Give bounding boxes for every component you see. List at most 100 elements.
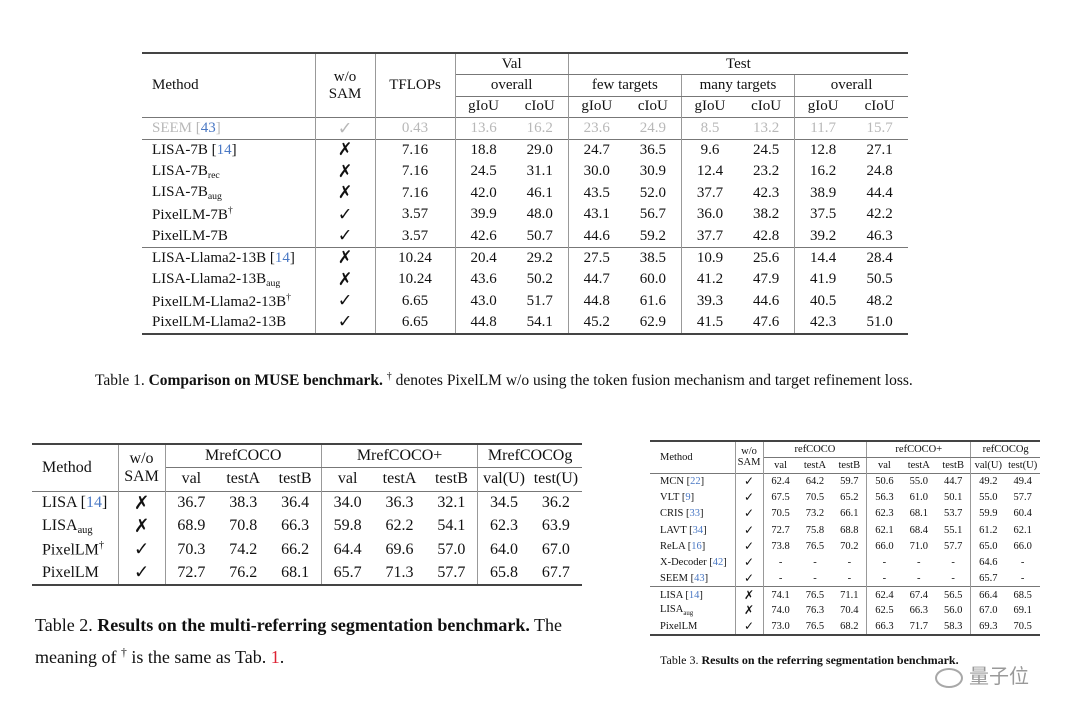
value-cell: - bbox=[832, 570, 868, 587]
citation-link[interactable]: 14 bbox=[685, 590, 703, 601]
header-method: Method bbox=[142, 52, 316, 118]
value-cell: 76.3 bbox=[805, 605, 825, 617]
value-cell: 68.4 bbox=[909, 524, 928, 536]
tflops-cell: 3.57 bbox=[375, 225, 456, 248]
value-cell: 70.3 bbox=[177, 540, 206, 558]
value-cell: 64.6 bbox=[979, 556, 998, 568]
value-cell: 73.0 bbox=[763, 619, 798, 637]
citation-link[interactable]: 16 bbox=[688, 541, 706, 552]
value-cell: 68.1 bbox=[269, 561, 322, 586]
method-name: LISA-7B bbox=[152, 162, 208, 179]
citation-link[interactable]: 9 bbox=[682, 492, 694, 503]
check-icon: ✓ bbox=[315, 117, 376, 140]
method-subscript: aug bbox=[266, 277, 281, 289]
value-cell: - bbox=[778, 556, 783, 568]
value-cell: 42.2 bbox=[866, 206, 893, 223]
value-cell: 24.7 bbox=[568, 138, 625, 161]
caption-label: Table 2. bbox=[35, 615, 93, 635]
value-cell: 49.2 bbox=[970, 472, 1006, 490]
value-cell: 62.4 bbox=[866, 586, 902, 603]
value-cell: 43.6 bbox=[470, 271, 497, 288]
header-wo-sam: w/o SAM bbox=[315, 52, 376, 118]
check-icon: ✓ bbox=[118, 561, 166, 586]
value-cell: 74.0 bbox=[771, 605, 790, 617]
cross-icon: ✗ bbox=[315, 160, 376, 183]
value-cell: 36.5 bbox=[624, 138, 682, 161]
value-cell: 30.9 bbox=[624, 160, 682, 183]
value-cell: 67.0 bbox=[541, 540, 570, 558]
value-cell: 47.6 bbox=[738, 312, 796, 335]
cross-icon: ✗ bbox=[315, 182, 376, 205]
header-many-targets: many targets bbox=[681, 74, 796, 97]
value-cell: - bbox=[778, 572, 783, 584]
value-cell: 50.6 bbox=[866, 472, 902, 490]
check-icon: ✓ bbox=[315, 312, 376, 335]
tflops-cell: 7.16 bbox=[375, 182, 456, 205]
citation-link[interactable]: 14 bbox=[212, 142, 237, 158]
value-cell: 24.5 bbox=[738, 138, 796, 161]
header-metric: testB bbox=[832, 457, 868, 474]
method-cell: LISA 14 bbox=[650, 586, 736, 603]
value-cell: 62.5 bbox=[875, 605, 894, 617]
citation-link[interactable]: 43 bbox=[196, 120, 221, 136]
value-cell: 44.6 bbox=[583, 227, 610, 244]
wechat-icon bbox=[935, 667, 963, 688]
value-cell: 36.2 bbox=[529, 490, 582, 515]
header-metric: val bbox=[181, 470, 202, 488]
method-cell: LISA 14 bbox=[32, 490, 119, 515]
citation-link[interactable]: 34 bbox=[689, 525, 707, 536]
value-cell: 66.3 bbox=[866, 619, 902, 637]
value-cell: 36.3 bbox=[373, 490, 426, 515]
value-cell: 68.5 bbox=[1005, 586, 1040, 603]
table-row: PixelLM-7B† ✓ 3.57 39.9 48.0 43.1 56.7 36.0 38.2… bbox=[142, 204, 908, 226]
method-name: X-Decoder bbox=[660, 556, 707, 568]
caption-text: The meaning of bbox=[35, 615, 563, 667]
header-wo-sam: w/o SAM bbox=[118, 443, 166, 491]
value-cell: 51.0 bbox=[851, 312, 908, 335]
cross-icon: ✗ bbox=[735, 586, 764, 603]
method-cell: LISA-Llama2-13Baug bbox=[142, 268, 316, 291]
value-cell: 42.8 bbox=[738, 225, 796, 248]
table-row: LISAaug ✗ 74.0 76.3 70.4 62.5 66.3 56.0 67.0 69.1 bbox=[650, 602, 1040, 620]
value-cell: 55.0 bbox=[901, 472, 937, 490]
value-cell: 64.2 bbox=[797, 472, 833, 490]
method-cell: SEEM 43 bbox=[142, 117, 316, 140]
citation-link[interactable]: 42 bbox=[709, 557, 727, 568]
value-cell: 65.8 bbox=[477, 561, 530, 586]
value-cell: 70.5 bbox=[771, 508, 790, 520]
citation-link[interactable]: 14 bbox=[81, 494, 108, 511]
caption-text: . bbox=[279, 647, 285, 667]
value-cell: 69.6 bbox=[385, 540, 414, 558]
citation-link[interactable]: 43 bbox=[691, 573, 709, 584]
value-cell: 60.4 bbox=[1013, 508, 1032, 520]
cross-icon: ✗ bbox=[118, 514, 166, 538]
method-subscript: aug bbox=[207, 191, 222, 203]
citation-link[interactable]: 22 bbox=[687, 476, 705, 487]
value-cell: 68.8 bbox=[832, 521, 868, 539]
header-metric: val(U) bbox=[974, 459, 1002, 471]
cross-icon: ✗ bbox=[118, 490, 166, 515]
value-cell: 45.2 bbox=[568, 312, 625, 335]
citation-link[interactable]: 33 bbox=[686, 508, 704, 519]
method-name: LISA-Llama2-13B bbox=[152, 270, 267, 287]
value-cell: 50.7 bbox=[511, 225, 569, 248]
table-row: ReLA 16✓73.876.570.266.071.057.765.066.0 bbox=[650, 538, 1040, 555]
value-cell: 38.9 bbox=[810, 184, 837, 201]
header-metric: testA bbox=[382, 470, 417, 488]
value-cell: 40.5 bbox=[810, 292, 837, 309]
value-cell: 57.0 bbox=[425, 538, 479, 562]
value-cell: 58.3 bbox=[936, 619, 972, 637]
caption-text: is the same as Tab. bbox=[126, 647, 271, 667]
value-cell: 62.4 bbox=[763, 472, 798, 490]
value-cell: 25.6 bbox=[738, 246, 796, 269]
value-cell: 76.5 bbox=[797, 586, 833, 603]
check-icon: ✓ bbox=[735, 472, 764, 490]
table-ref-link[interactable]: 1 bbox=[270, 647, 280, 667]
value-cell: 24.8 bbox=[866, 163, 893, 180]
cross-icon: ✗ bbox=[315, 268, 376, 291]
method-cell: LISAaug bbox=[32, 514, 119, 538]
value-cell: 56.0 bbox=[936, 602, 972, 620]
citation-link[interactable]: 14 bbox=[270, 250, 295, 266]
header-metric: testB bbox=[936, 457, 972, 474]
value-cell: - bbox=[882, 556, 887, 568]
